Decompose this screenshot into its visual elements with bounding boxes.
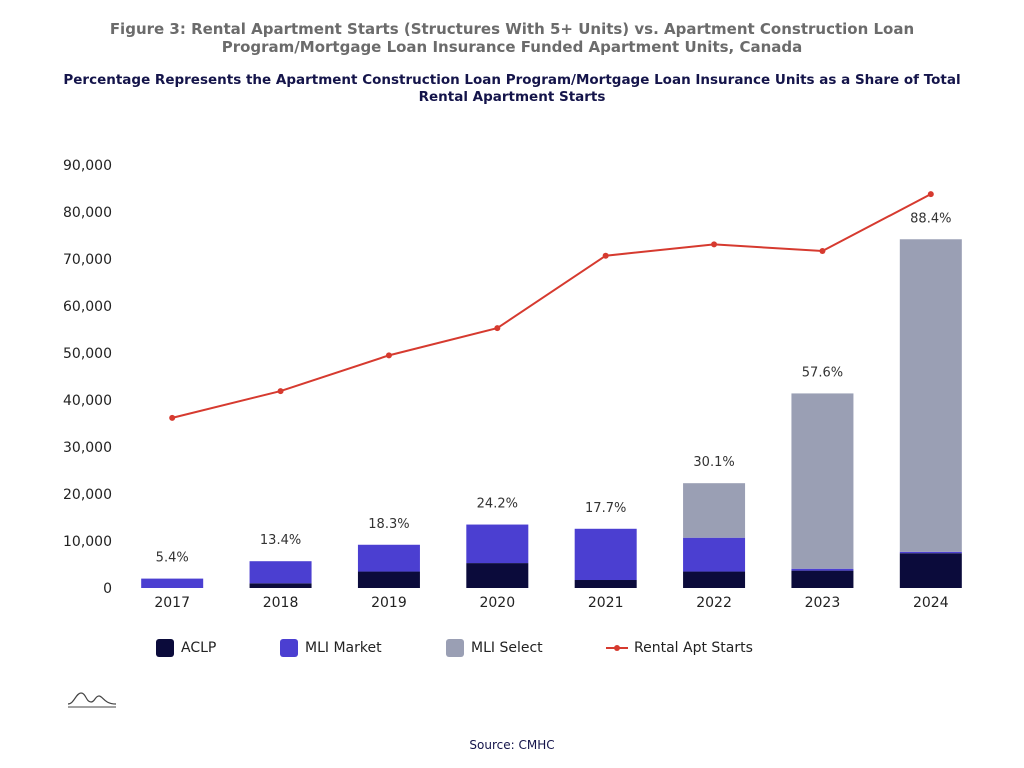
bar-mli-market-2023 [791,568,854,571]
y-tick-label: 0 [103,581,112,597]
y-axis: 0 10,000 20,000 30,000 40,000 50,000 60,000 70,… [63,158,112,597]
legend-item-aclp: ACLP [156,637,216,659]
share-label-2020: 24.2% [477,497,518,512]
y-tick-label: 30,000 [63,440,112,456]
point-rental-apt-starts-2020 [494,325,501,332]
bar-mli-select-2023 [791,393,854,569]
share-label-2022: 30.1% [693,455,734,470]
chart-title: Percentage Represents the Apartment Cons… [63,72,961,105]
bar-aclp-2023 [791,570,854,588]
bar-aclp-2019 [357,571,420,588]
legend-item-rental-apt-starts: Rental Apt Starts [606,637,753,659]
bar-aclp-2024 [899,553,962,588]
bar-aclp-2021 [574,580,637,588]
y-tick-label: 10,000 [63,534,112,550]
x-axis: 2017 2018 2019 2020 2021 2022 2023 2024 [154,595,948,611]
point-rental-apt-starts-2018 [277,388,284,395]
x-tick-label-2019: 2019 [371,595,407,611]
legend-swatch-mli-select [446,639,464,657]
figure-title: Figure 3: Rental Apartment Starts (Struc… [109,20,915,56]
line-rental-apt-starts [171,193,932,419]
share-label-2021: 17.7% [585,501,626,516]
share-label-2023: 57.6% [802,365,843,380]
share-label-2018: 13.4% [260,533,301,548]
x-tick-label-2021: 2021 [588,595,624,611]
legend-swatch-aclp [156,639,174,657]
bar-mli-market-2024 [899,551,962,554]
y-tick-label: 80,000 [63,205,112,221]
bar-mli-select-2022 [683,483,746,538]
bar-aclp-2022 [683,571,746,588]
point-rental-apt-starts-2022 [711,241,718,248]
x-tick-label-2024: 2024 [913,595,949,611]
share-label-2017: 5.4% [156,551,189,566]
point-rental-apt-starts-2019 [385,352,392,359]
legend-label-aclp: ACLP [181,640,217,656]
y-tick-label: 90,000 [63,158,112,174]
legend-label-mli-select: MLI Select [471,640,543,656]
bar-aclp-2020 [466,563,529,588]
bar-aclp-2018 [249,583,312,588]
chart-svg: 0 10,000 20,000 30,000 40,000 50,000 60,000 70,… [63,158,962,611]
legend-item-mli-market: MLI Market [280,637,382,659]
bar-mli-select-2024 [899,239,962,552]
y-tick-label: 70,000 [63,252,112,268]
y-tick-label: 60,000 [63,299,112,315]
bar-mli-market-2022 [683,537,746,572]
share-annotations: 5.4% 13.4% 18.3% 24.2% 17.7% 30.1% 57.6% 88.4% [156,211,952,565]
source-note: Source: CMHC [469,738,555,752]
x-tick-label-2018: 2018 [263,595,299,611]
point-rental-apt-starts-2024 [927,191,934,198]
legend-line-rental-apt-starts [606,642,628,654]
x-tick-label-2020: 2020 [479,595,515,611]
bar-mli-market-2019 [357,544,420,572]
x-tick-label-2022: 2022 [696,595,732,611]
legend: ACLP MLI Market MLI Select Rental Apt St… [156,637,856,659]
x-tick-label-2023: 2023 [805,595,841,611]
y-tick-label: 50,000 [63,346,112,362]
legend-item-mli-select: MLI Select [446,637,543,659]
point-rental-apt-starts-2021 [602,252,609,259]
y-tick-label: 20,000 [63,487,112,503]
cmhc-logo-icon [67,692,117,708]
bar-mli-market-2018 [249,561,312,584]
x-tick-label-2017: 2017 [154,595,190,611]
legend-label-rental-apt-starts: Rental Apt Starts [634,640,753,656]
point-rental-apt-starts-2017 [169,414,176,421]
bar-mli-market-2021 [574,528,637,581]
bars-group [141,239,962,588]
point-rental-apt-starts-2023 [819,248,826,255]
bar-mli-market-2020 [466,524,529,564]
legend-swatch-mli-market [280,639,298,657]
rental-starts-line-group [169,191,934,421]
share-label-2024: 88.4% [910,211,951,226]
share-label-2019: 18.3% [368,517,409,532]
legend-label-mli-market: MLI Market [305,640,382,656]
bar-mli-market-2017 [141,578,204,588]
y-tick-label: 40,000 [63,393,112,409]
